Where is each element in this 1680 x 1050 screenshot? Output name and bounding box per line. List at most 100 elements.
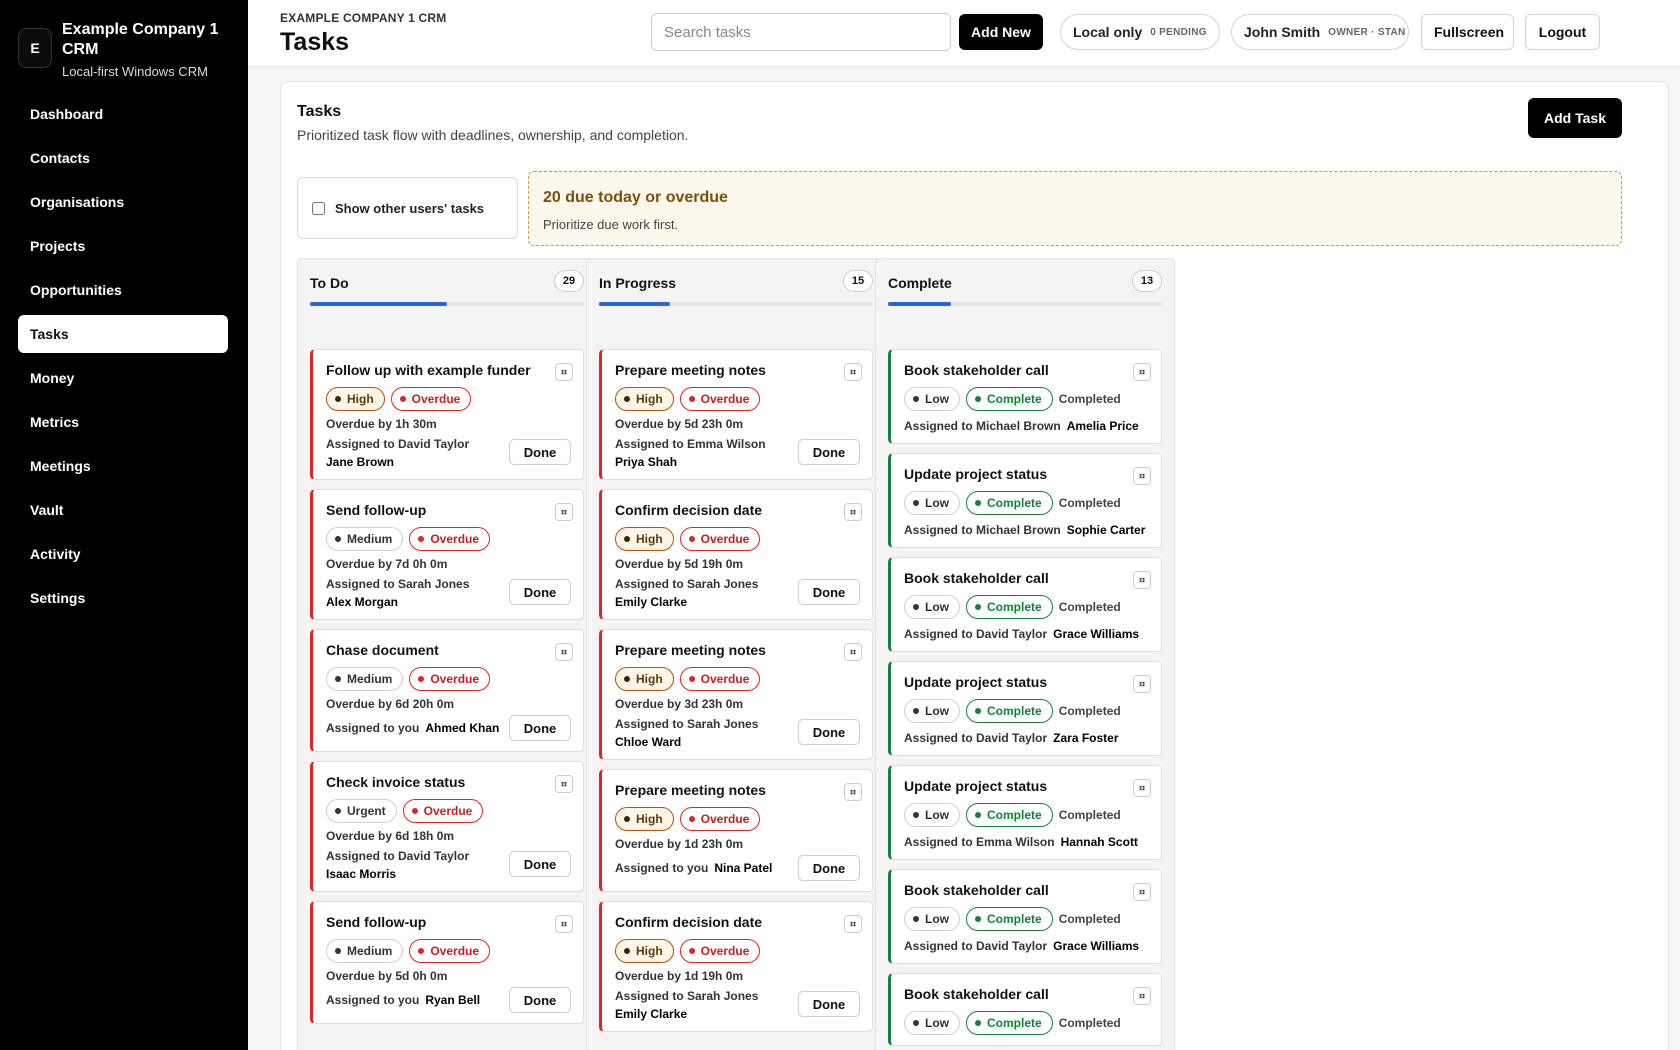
task-card[interactable]: Update project status ⠶ Low Complete Complet… (888, 453, 1162, 548)
sidebar-item-contacts[interactable]: Contacts (30, 150, 90, 166)
task-tags: Low Complete Completed (904, 699, 1149, 723)
drag-handle-icon[interactable]: ⠶ (844, 783, 862, 801)
drag-handle-icon[interactable]: ⠶ (1133, 467, 1151, 485)
column-title: In Progress (599, 275, 677, 291)
priority-label: Low (925, 392, 949, 406)
priority-badge: Medium (326, 667, 404, 691)
sidebar-item-vault[interactable]: Vault (30, 502, 64, 518)
sidebar-item-meetings[interactable]: Meetings (30, 458, 91, 474)
drag-handle-icon[interactable]: ⠶ (555, 775, 573, 793)
done-button[interactable]: Done (509, 579, 571, 605)
due-text: Overdue by 5d 19h 0m (615, 557, 744, 571)
task-card[interactable]: Book stakeholder call ⠶ Low Complete Complet… (888, 557, 1162, 652)
sidebar-nav: Dashboard Contacts Organisations Projects Op… (18, 95, 228, 623)
task-card[interactable]: Confirm decision date ⠶ High Overdue Overdue… (599, 901, 873, 1032)
completed-label: Completed (1058, 392, 1121, 406)
task-title: Follow up with example funder (326, 362, 531, 378)
done-button[interactable]: Done (509, 987, 571, 1013)
task-tags: Medium Overdue (326, 527, 571, 551)
breadcrumb: EXAMPLE COMPANY 1 CRM (280, 11, 447, 25)
drag-handle-icon[interactable]: ⠶ (1133, 779, 1151, 797)
sidebar-item-activity[interactable]: Activity (30, 546, 81, 562)
drag-handle-icon[interactable]: ⠶ (555, 915, 573, 933)
drag-handle-icon[interactable]: ⠶ (1133, 675, 1151, 693)
done-button[interactable]: Done (509, 715, 571, 741)
sidebar-item-opportunities[interactable]: Opportunities (30, 282, 122, 298)
column-title: Complete (888, 275, 952, 291)
sidebar-item-projects[interactable]: Projects (30, 238, 86, 254)
task-tags: High Overdue (326, 387, 571, 411)
show-other-users-checkbox[interactable] (312, 201, 325, 215)
show-other-users-filter[interactable]: Show other users' tasks (297, 177, 518, 239)
drag-handle-icon[interactable]: ⠶ (1133, 987, 1151, 1005)
task-card[interactable]: Chase document ⠶ Medium Overdue Overdue by 6… (310, 629, 584, 752)
status-label: Complete (987, 392, 1042, 406)
done-button[interactable]: Done (798, 719, 860, 745)
drag-handle-icon[interactable]: ⠶ (1133, 363, 1151, 381)
status-dot-icon (975, 604, 981, 610)
status-label: Overdue (700, 532, 750, 546)
done-button[interactable]: Done (798, 439, 860, 465)
status-badge: Overdue (679, 527, 761, 551)
drag-handle-icon[interactable]: ⠶ (1133, 571, 1151, 589)
drag-handle-icon[interactable]: ⠶ (555, 503, 573, 521)
user-pill[interactable]: John Smith OWNER · STAN (1231, 14, 1409, 50)
task-card[interactable]: Prepare meeting notes ⠶ High Overdue Overdue… (599, 349, 873, 480)
task-card[interactable]: Send follow-up ⠶ Medium Overdue Overdue by 5… (310, 901, 584, 1024)
add-new-button[interactable]: Add New (959, 14, 1043, 50)
sidebar-item-settings[interactable]: Settings (30, 590, 86, 606)
priority-dot-icon (913, 708, 919, 714)
completed-label: Completed (1058, 808, 1121, 822)
add-task-button[interactable]: Add Task (1528, 98, 1622, 138)
task-card[interactable]: Book stakeholder call ⠶ Low Complete Complet… (888, 973, 1162, 1046)
status-dot-icon (975, 396, 981, 402)
logout-button[interactable]: Logout (1525, 14, 1600, 50)
task-card[interactable]: Update project status ⠶ Low Complete Complet… (888, 765, 1162, 860)
task-card[interactable]: Prepare meeting notes ⠶ High Overdue Overdue… (599, 769, 873, 892)
drag-handle-icon[interactable]: ⠶ (844, 503, 862, 521)
drag-handle-icon[interactable]: ⠶ (844, 643, 862, 661)
contact-name: Hannah Scott (1060, 835, 1138, 849)
done-button[interactable]: Done (509, 851, 571, 877)
task-title: Chase document (326, 642, 439, 658)
sync-status-pill[interactable]: Local only 0 PENDING (1060, 14, 1220, 50)
status-dot-icon (411, 808, 418, 814)
drag-handle-icon[interactable]: ⠶ (555, 643, 573, 661)
fullscreen-button[interactable]: Fullscreen (1421, 14, 1514, 50)
sidebar-item-dashboard[interactable]: Dashboard (30, 106, 104, 122)
drag-handle-icon[interactable]: ⠶ (1133, 883, 1151, 901)
done-button[interactable]: Done (509, 439, 571, 465)
sidebar-item-organisations[interactable]: Organisations (30, 194, 125, 210)
status-label: Overdue (423, 804, 473, 818)
done-button[interactable]: Done (798, 579, 860, 605)
task-card[interactable]: Book stakeholder call ⠶ Low Complete Complet… (888, 869, 1162, 964)
drag-handle-icon[interactable]: ⠶ (555, 363, 573, 381)
priority-dot-icon (913, 396, 919, 402)
sidebar-item-metrics[interactable]: Metrics (30, 414, 80, 430)
drag-handle-icon[interactable]: ⠶ (844, 363, 862, 381)
status-label: Overdue (430, 672, 480, 686)
drag-handle-icon[interactable]: ⠶ (844, 915, 862, 933)
priority-dot-icon (624, 948, 630, 954)
priority-label: High (636, 944, 663, 958)
done-button[interactable]: Done (798, 855, 860, 881)
task-card[interactable]: Book stakeholder call ⠶ Low Complete Complet… (888, 349, 1162, 444)
status-dot-icon (975, 916, 981, 922)
contact-name: Alex Morgan (326, 595, 399, 609)
sidebar-item-tasks[interactable]: Tasks (18, 315, 228, 353)
sidebar-item-money[interactable]: Money (30, 370, 75, 386)
task-tags: Low Complete Completed (904, 803, 1149, 827)
priority-badge: High (615, 387, 674, 411)
task-card[interactable]: Send follow-up ⠶ Medium Overdue Overdue by 7… (310, 489, 584, 620)
done-button[interactable]: Done (798, 991, 860, 1017)
assignment-stack: Assigned to David Taylor Isaac Morris (326, 847, 469, 881)
task-card[interactable]: Prepare meeting notes ⠶ High Overdue Overdue… (599, 629, 873, 760)
task-card[interactable]: Update project status ⠶ Low Complete Complet… (888, 661, 1162, 756)
column-in-progress: In Progress 15 Prepare meeting notes ⠶ High O… (586, 258, 886, 1050)
search-input[interactable] (651, 13, 951, 51)
task-card[interactable]: Confirm decision date ⠶ High Overdue Overdue… (599, 489, 873, 620)
priority-label: High (636, 532, 663, 546)
status-badge: Complete (966, 907, 1053, 931)
task-card[interactable]: Follow up with example funder ⠶ High Overdu… (310, 349, 584, 480)
task-card[interactable]: Check invoice status ⠶ Urgent Overdue Overdu… (310, 761, 584, 892)
